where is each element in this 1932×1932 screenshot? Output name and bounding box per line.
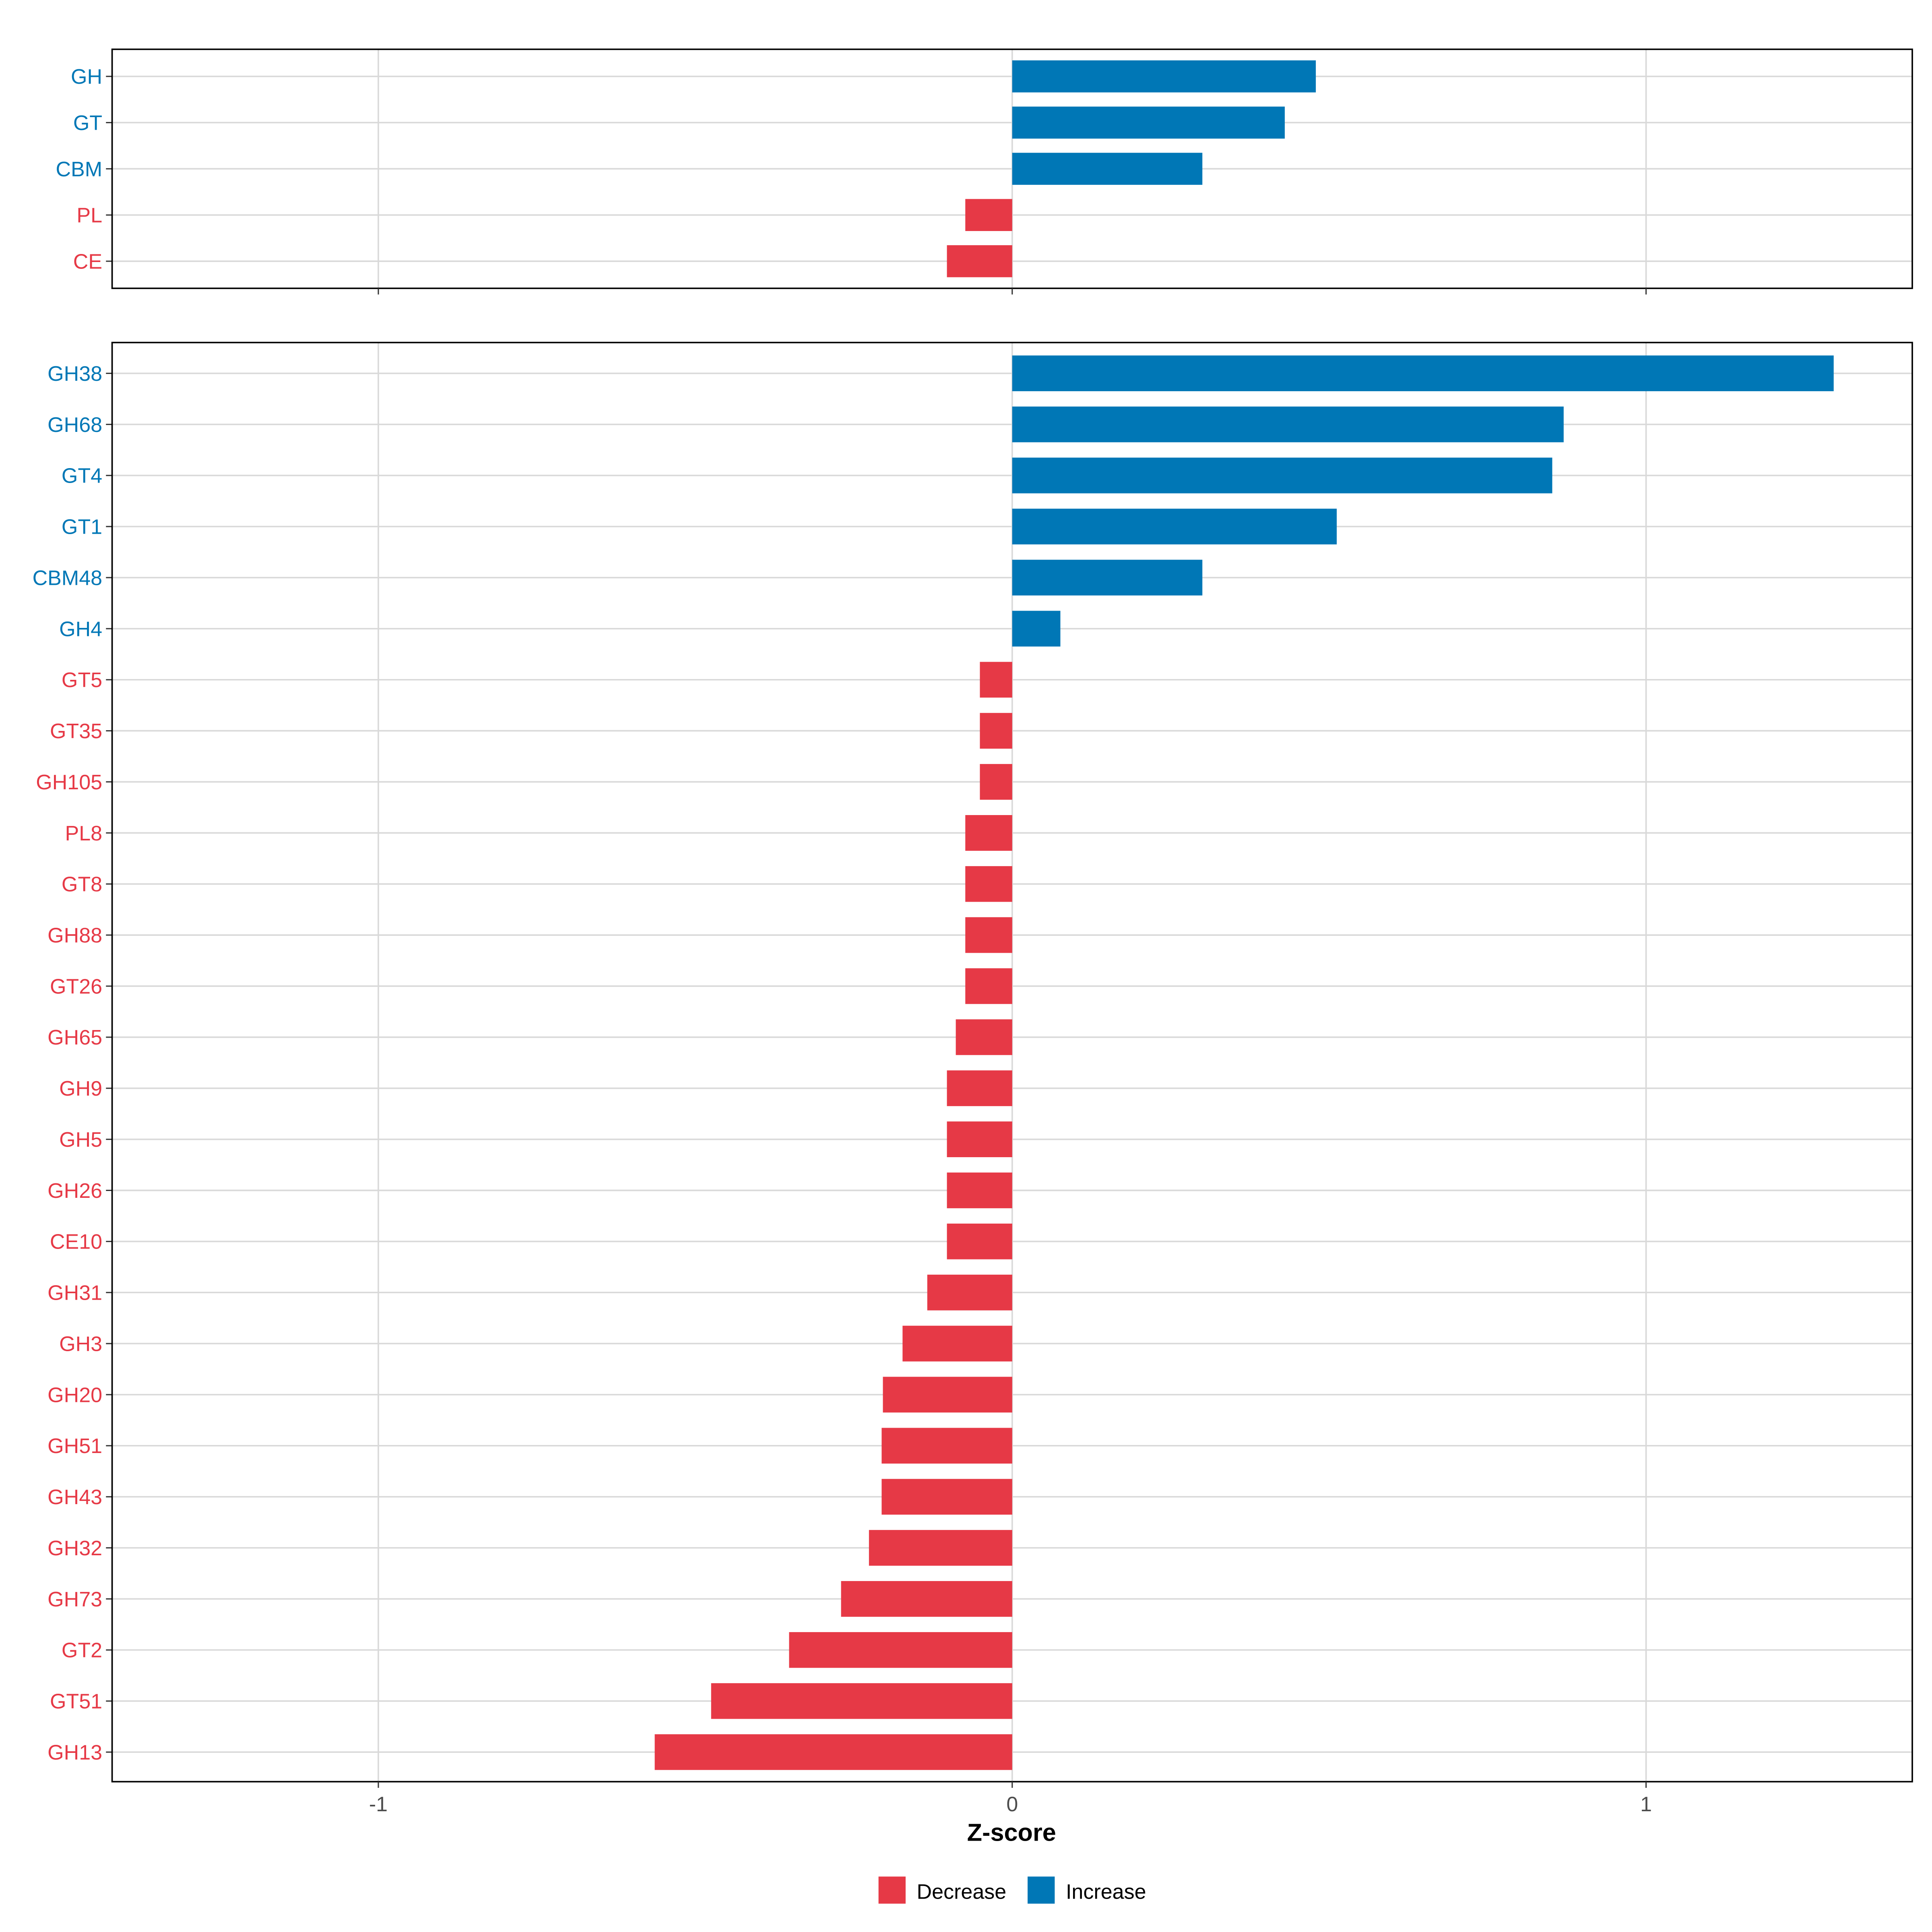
bar-gh5 — [947, 1121, 1012, 1157]
bar-gt — [1012, 106, 1285, 139]
y-tick-label: GH20 — [47, 1383, 102, 1407]
bar-gh88 — [965, 917, 1012, 953]
bar-gh9 — [947, 1070, 1012, 1106]
y-tick-label: CBM48 — [33, 566, 103, 590]
y-tick-label: GT — [73, 111, 102, 135]
y-tick-label: GT51 — [50, 1690, 102, 1713]
y-tick-label: GH51 — [47, 1435, 102, 1458]
y-tick-label: GH38 — [47, 362, 102, 386]
bar-gt2 — [789, 1632, 1012, 1668]
bar-gh4 — [1012, 611, 1061, 647]
y-tick-label: GH4 — [59, 617, 102, 641]
legend-label-increase: Increase — [1066, 1880, 1146, 1903]
panel-top: GH GT CBM PL CE — [56, 48, 1913, 295]
y-tick-label: CBM — [56, 158, 102, 181]
x-axis-title: Z-score — [967, 1818, 1056, 1846]
bar-gh38 — [1012, 355, 1834, 391]
bar-cbm48 — [1012, 559, 1203, 596]
bar-pl8 — [965, 815, 1012, 851]
y-tick-label: GH3 — [59, 1332, 102, 1356]
bar-gt4 — [1012, 457, 1552, 493]
bar-gh105 — [980, 764, 1012, 800]
bar-gh — [1012, 60, 1316, 93]
bar-ce — [947, 245, 1012, 277]
y-tick-label: GT8 — [62, 873, 102, 896]
y-tick-label: GT26 — [50, 975, 102, 998]
y-tick-label: GT1 — [62, 516, 102, 539]
y-tick-label: GT35 — [50, 720, 102, 743]
legend-label-decrease: Decrease — [917, 1880, 1007, 1903]
y-tick-label: GH88 — [47, 924, 102, 947]
y-tick-label: GH105 — [36, 771, 102, 794]
bar-gh3 — [902, 1325, 1012, 1362]
y-tick-label: GT4 — [62, 464, 102, 488]
x-tick-label: -1 — [369, 1793, 388, 1816]
legend-swatch-decrease — [878, 1876, 906, 1904]
bar-pl — [965, 199, 1012, 231]
bar-gt8 — [965, 866, 1012, 902]
bar-gh73 — [841, 1581, 1012, 1617]
legend: Decrease Increase — [878, 1876, 1146, 1904]
bar-gt51 — [711, 1683, 1012, 1719]
y-tick-label: GH73 — [47, 1588, 102, 1611]
y-tick-label: GH43 — [47, 1486, 102, 1509]
y-tick-label: GT5 — [62, 669, 102, 692]
y-tick-label: GH68 — [47, 413, 102, 437]
bar-gh68 — [1012, 407, 1564, 442]
x-tick-label: 1 — [1640, 1793, 1652, 1816]
bar-gh13 — [654, 1734, 1012, 1770]
panel-bottom: GH38 GH68 GT4 GT1 CBM48 GH4 GT5 GT35 GH105 PL8 GT8… — [33, 342, 1913, 1788]
y-tick-label: GH31 — [47, 1282, 102, 1305]
bar-gt1 — [1012, 508, 1337, 545]
y-tick-label: GH26 — [47, 1179, 102, 1203]
y-tick-label: GH13 — [47, 1741, 102, 1764]
bar-gh32 — [869, 1530, 1012, 1566]
bar-cbm — [1012, 153, 1203, 185]
y-tick-label: GH5 — [59, 1128, 102, 1152]
y-tick-label: CE10 — [50, 1230, 102, 1254]
y-tick-label: CE — [73, 250, 102, 273]
y-tick-label: GT2 — [62, 1639, 102, 1662]
bar-gh43 — [881, 1479, 1012, 1515]
y-tick-label: PL8 — [65, 822, 102, 845]
y-tick-label: GH — [71, 65, 102, 89]
y-tick-label: PL — [76, 204, 102, 227]
legend-swatch-increase — [1028, 1876, 1055, 1904]
y-tick-label: GH32 — [47, 1537, 102, 1560]
bar-gh31 — [927, 1274, 1012, 1311]
x-tick-label: 0 — [1006, 1793, 1018, 1816]
bar-gt35 — [980, 713, 1012, 749]
bar-gh20 — [883, 1377, 1012, 1413]
bar-gh26 — [947, 1172, 1012, 1208]
bar-gh65 — [956, 1019, 1012, 1055]
bar-gt5 — [980, 662, 1012, 698]
y-tick-label: GH9 — [59, 1077, 102, 1100]
bar-ce10 — [947, 1223, 1012, 1259]
y-tick-label: GH65 — [47, 1026, 102, 1049]
bar-gt26 — [965, 968, 1012, 1004]
bar-gh51 — [881, 1428, 1012, 1464]
